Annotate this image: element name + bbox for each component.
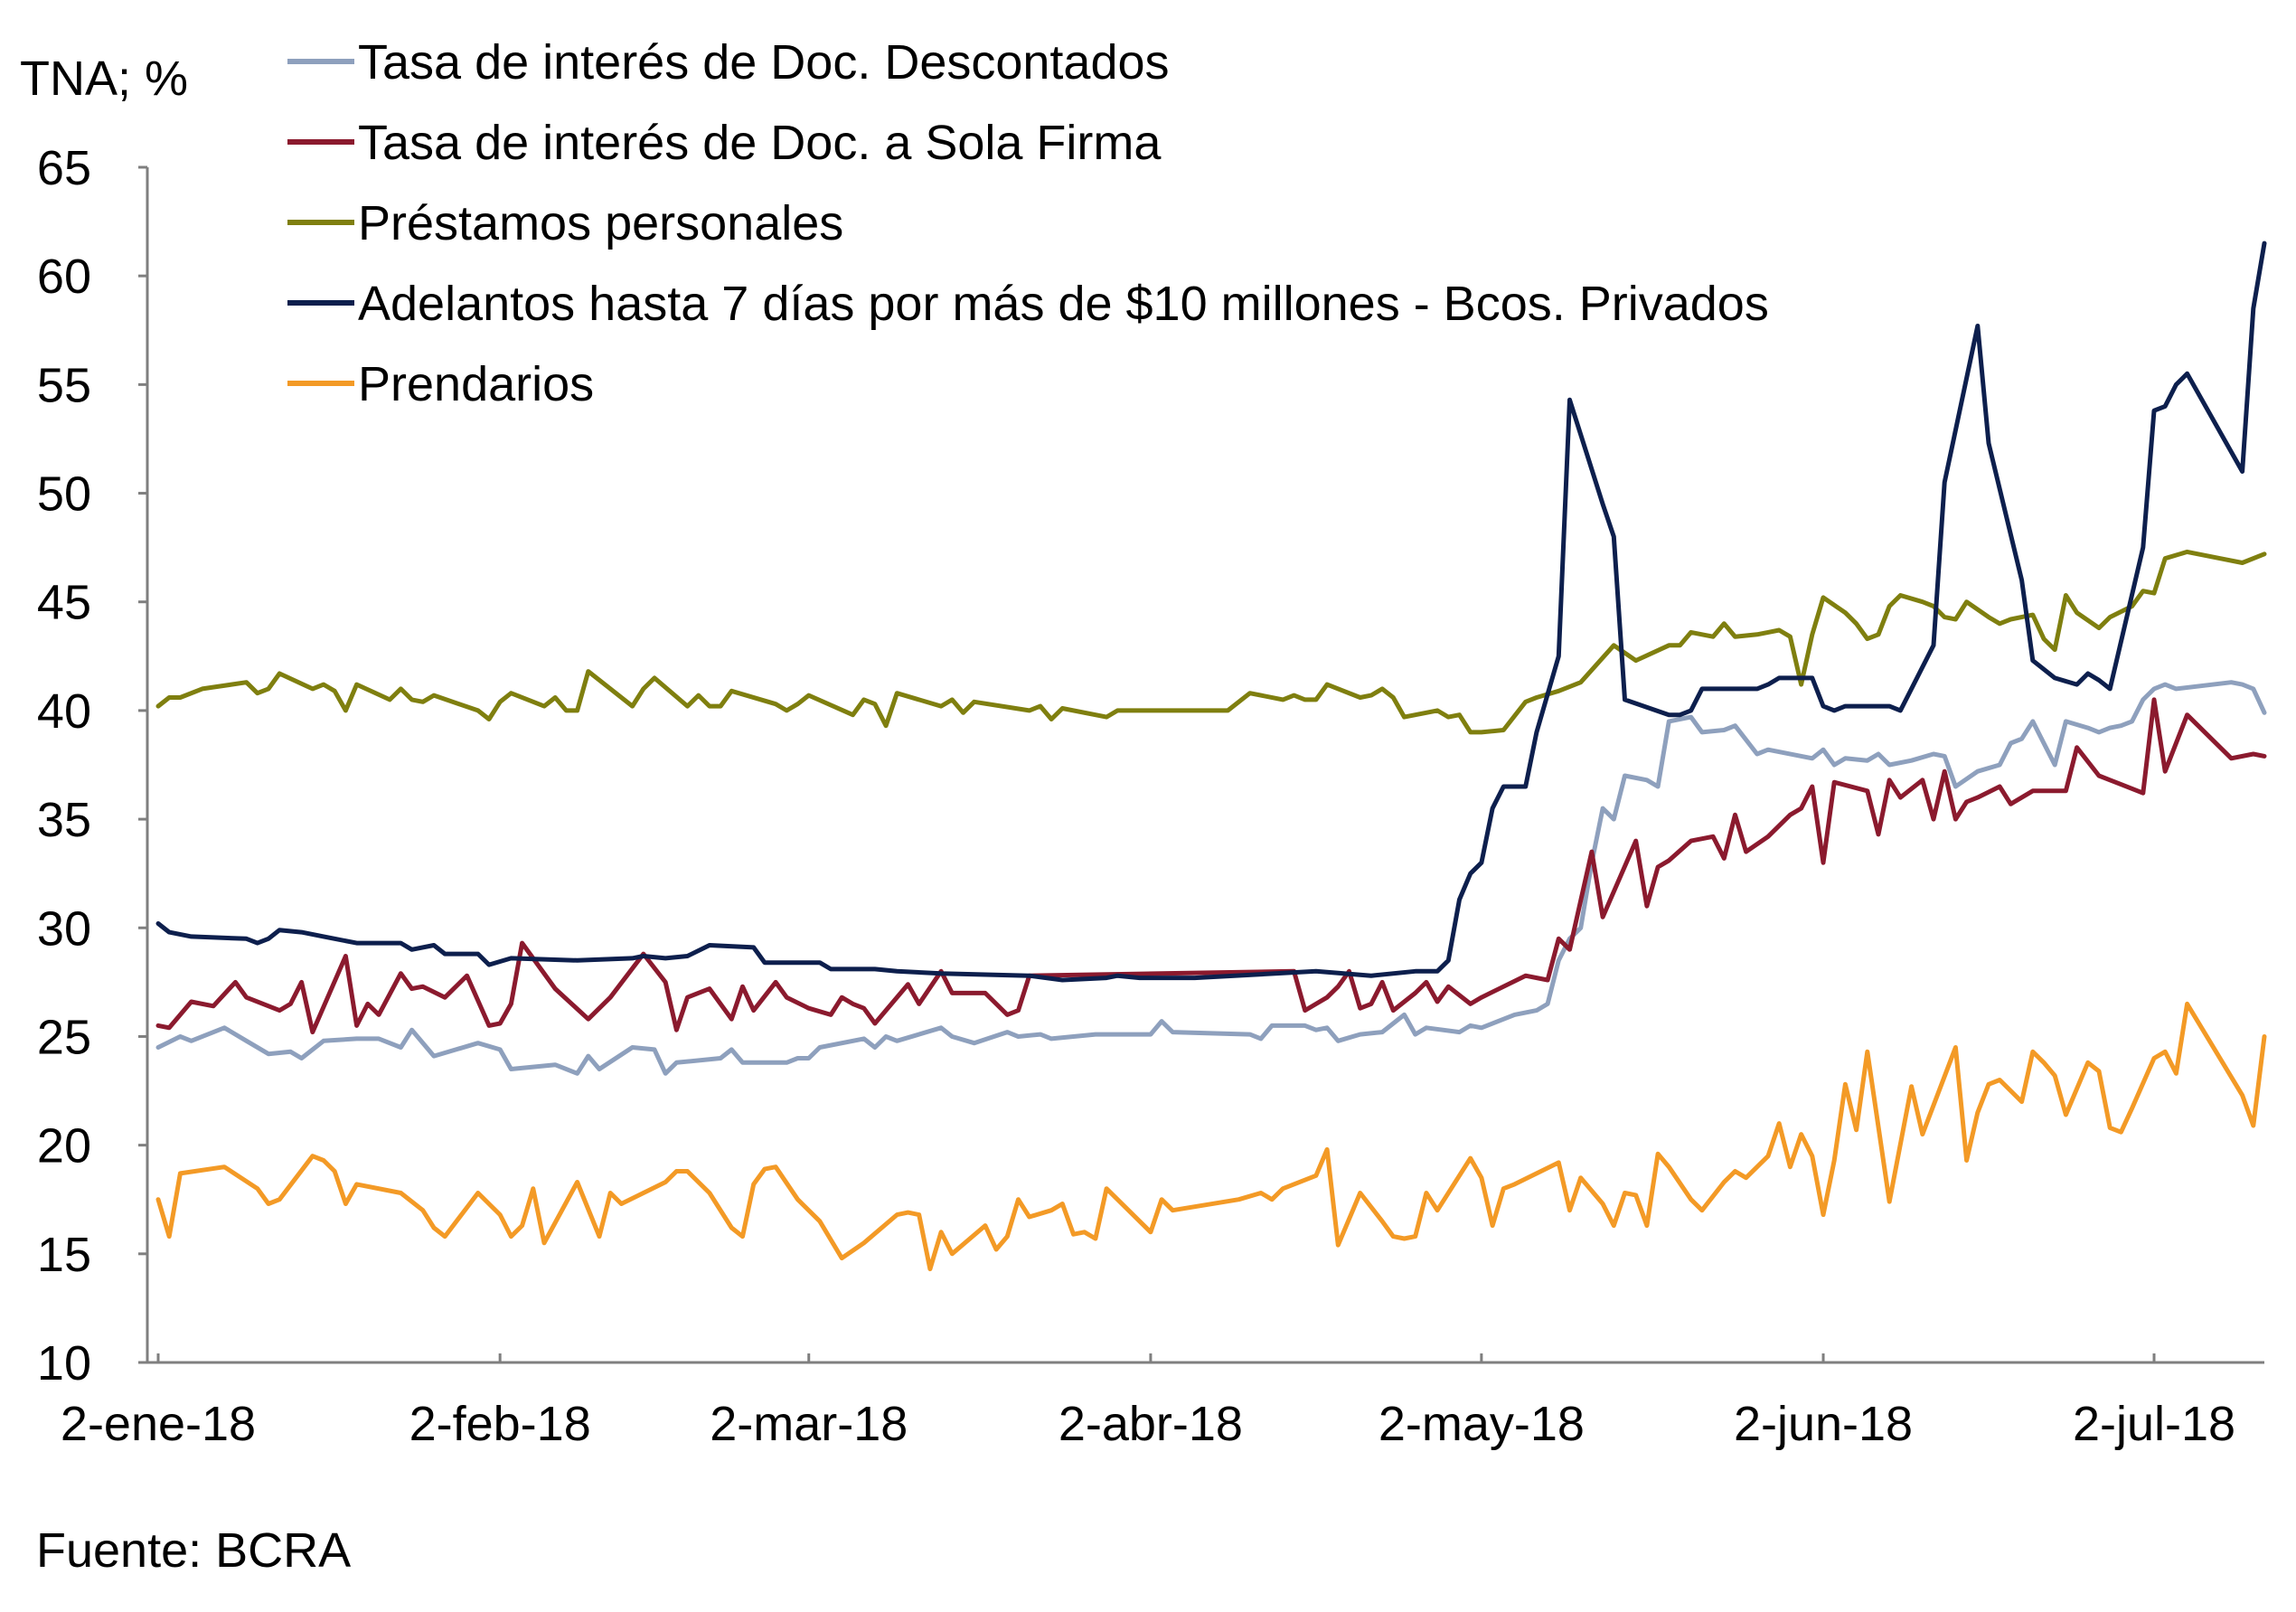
y-tick-label: 45 xyxy=(37,576,91,630)
y-tick-label: 35 xyxy=(37,793,91,847)
y-axis-title: TNA; % xyxy=(20,52,188,106)
y-tick-label: 20 xyxy=(37,1119,91,1174)
x-tick-label: 2-jul-18 xyxy=(2073,1397,2235,1451)
y-tick-label: 55 xyxy=(37,358,91,412)
legend-label-0: Tasa de interés de Doc. Descontados xyxy=(358,35,1170,90)
series-line-3 xyxy=(155,240,2267,983)
y-tick-label: 60 xyxy=(37,250,91,304)
x-tick-label: 2-ene-18 xyxy=(61,1397,256,1451)
y-tick-label: 15 xyxy=(37,1228,91,1282)
series-line-0 xyxy=(155,680,2267,1076)
series-line-2 xyxy=(155,549,2267,735)
legend: Tasa de interés de Doc. Descontados Tasa … xyxy=(287,35,1769,411)
x-tick-label: 2-abr-18 xyxy=(1059,1397,1243,1451)
y-tick-label: 65 xyxy=(37,141,91,195)
series-line-1 xyxy=(155,697,2267,1035)
x-tick-label: 2-may-18 xyxy=(1379,1397,1585,1451)
series-layer xyxy=(155,240,2267,1272)
x-tick-label: 2-mar-18 xyxy=(710,1397,908,1451)
x-axis-ticks: 2-ene-18 2-feb-18 2-mar-18 2-abr-18 2-may-18… xyxy=(61,1353,2235,1451)
y-tick-label: 30 xyxy=(37,901,91,956)
series-line-4 xyxy=(155,1001,2267,1272)
y-tick-label: 40 xyxy=(37,684,91,739)
legend-label-3: Adelantos hasta 7 días por más de $10 mi… xyxy=(358,277,1769,331)
legend-label-2: Préstamos personales xyxy=(358,196,843,250)
x-tick-label: 2-jun-18 xyxy=(1734,1397,1913,1451)
y-tick-label: 10 xyxy=(37,1336,91,1390)
x-tick-label: 2-feb-18 xyxy=(409,1397,591,1451)
y-tick-label: 25 xyxy=(37,1010,91,1064)
y-axis-ticks: 10 15 20 25 30 35 40 45 50 55 60 65 xyxy=(37,141,147,1390)
source-note: Fuente: BCRA xyxy=(36,1523,351,1578)
legend-label-1: Tasa de interés de Doc. a Sola Firma xyxy=(358,116,1162,170)
y-tick-label: 50 xyxy=(37,467,91,522)
legend-label-4: Prendarios xyxy=(358,357,594,411)
